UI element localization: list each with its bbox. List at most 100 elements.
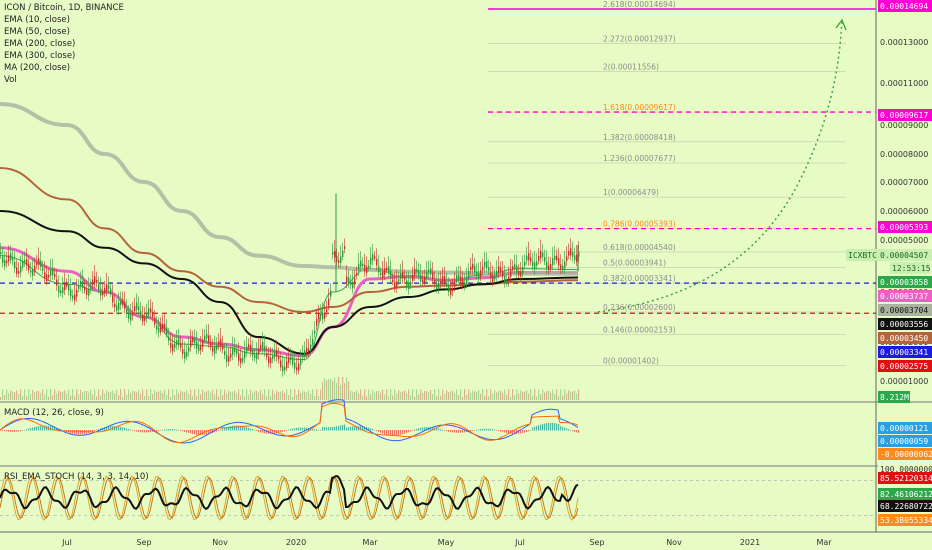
- volume-bar: [146, 389, 148, 400]
- volume-bar: [428, 392, 430, 400]
- volume-bar: [460, 389, 462, 400]
- legend-ema300[interactable]: EMA (300, close): [4, 51, 76, 61]
- candle-body: [246, 346, 248, 352]
- macd-histogram-bar: [286, 430, 288, 431]
- candle-body: [76, 289, 78, 297]
- macd-histogram-bar: [458, 430, 460, 433]
- volume-bar: [150, 389, 152, 400]
- time-tick-label: Sep: [589, 538, 604, 547]
- macd-histogram-bar: [352, 426, 354, 431]
- macd-histogram-bar: [176, 429, 178, 431]
- legend-ema50[interactable]: EMA (50, close): [4, 27, 70, 37]
- candle-body: [300, 358, 302, 365]
- candle-body: [126, 309, 128, 313]
- volume-bar: [80, 389, 82, 400]
- candle-body: [552, 258, 554, 266]
- legend-vol[interactable]: Vol: [4, 75, 17, 85]
- macd-histogram-bar: [130, 429, 132, 431]
- legend-ma200[interactable]: MA (200, close): [4, 63, 71, 73]
- volume-bar: [162, 392, 164, 400]
- candle-body: [504, 275, 506, 283]
- volume-bar: [360, 389, 362, 400]
- volume-bar: [198, 389, 200, 400]
- macd-histogram-bar: [18, 430, 20, 432]
- volume-bar: [104, 393, 106, 400]
- volume-bar: [142, 389, 144, 400]
- volume-bar: [578, 389, 580, 400]
- macd-histogram-bar: [282, 430, 284, 432]
- candle-body: [60, 290, 62, 294]
- volume-bar: [246, 389, 248, 400]
- volume-bar: [478, 390, 480, 400]
- macd-histogram-bar: [128, 428, 130, 431]
- macd-histogram-bar: [556, 423, 558, 431]
- candle-body: [492, 275, 494, 283]
- macd-histogram-bar: [54, 427, 56, 431]
- macd-legend[interactable]: MACD (12, 26, close, 9): [4, 408, 104, 418]
- legend-title[interactable]: ICON / Bitcoin, 1D, BINANCE: [4, 3, 124, 13]
- volume-bar: [528, 393, 530, 400]
- volume-bar: [108, 391, 110, 400]
- candle-body: [6, 260, 8, 263]
- series-ema-300-close-: [0, 210, 579, 355]
- macd-histogram-bar: [42, 425, 44, 431]
- macd-histogram-bar: [380, 430, 382, 433]
- macd-histogram-bar: [84, 430, 86, 435]
- volume-bar: [210, 392, 212, 400]
- macd-histogram-bar: [184, 430, 186, 432]
- volume-bar: [312, 389, 314, 400]
- volume-bar: [286, 389, 288, 400]
- volume-bar: [310, 393, 312, 400]
- macd-histogram-bar: [134, 430, 136, 432]
- macd-histogram-bar: [22, 430, 24, 431]
- price-tag-bg: [878, 109, 932, 121]
- volume-bar: [506, 394, 508, 400]
- candle-body: [40, 260, 42, 267]
- volume-bar: [34, 392, 36, 400]
- candle-body: [172, 344, 174, 352]
- candle-body: [320, 313, 322, 317]
- candle-body: [138, 306, 140, 311]
- volume-bar: [292, 396, 294, 400]
- rsi-legend[interactable]: RSI_EMA_STOCH (14, 3, 3, 14, 10): [4, 472, 149, 482]
- candle-body: [116, 305, 118, 311]
- candle-body: [176, 340, 178, 345]
- macd-histogram-bar: [506, 430, 508, 433]
- candle-body: [104, 288, 106, 294]
- candle-body: [306, 347, 308, 354]
- legend-ema10[interactable]: EMA (10, close): [4, 15, 70, 25]
- candle-body: [266, 353, 268, 357]
- macd-histogram-bar: [152, 430, 154, 432]
- macd-histogram-bar: [502, 430, 504, 433]
- macd-histogram-bar: [10, 430, 12, 432]
- macd-histogram-bar: [480, 429, 482, 431]
- legend-ema200[interactable]: EMA (200, close): [4, 39, 76, 49]
- volume-bar: [482, 389, 484, 400]
- candle-body: [402, 271, 404, 279]
- candle-body: [84, 286, 86, 291]
- volume-bar: [164, 389, 166, 400]
- volume-bar: [504, 389, 506, 400]
- volume-bar: [44, 394, 46, 400]
- candle-body: [252, 350, 254, 356]
- candle-body: [438, 282, 440, 290]
- macd-histogram-bar: [242, 426, 244, 431]
- candle-body: [26, 259, 28, 266]
- macd-signal-line: [0, 402, 579, 444]
- rsi-tag-text: 68.22680722: [880, 502, 932, 511]
- candle-body: [124, 301, 126, 309]
- volume-bar: [284, 393, 286, 400]
- macd-histogram-bar: [120, 426, 122, 431]
- candle-body: [302, 354, 304, 358]
- candle-body: [342, 250, 344, 257]
- volume-bar: [356, 390, 358, 400]
- volume-bar: [260, 389, 262, 400]
- candle-body: [90, 286, 92, 290]
- macd-histogram-bar: [360, 426, 362, 431]
- price-tag-bg: [878, 290, 932, 302]
- volume-bar: [346, 377, 348, 400]
- volume-bar: [82, 392, 84, 400]
- macd-histogram-bar: [464, 430, 466, 433]
